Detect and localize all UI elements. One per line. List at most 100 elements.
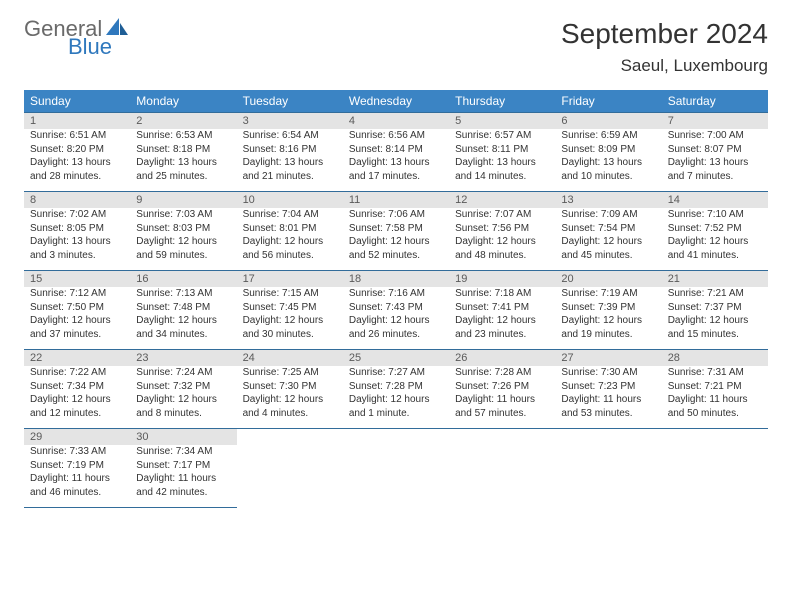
daylight-1: Daylight: 12 hours <box>30 314 124 328</box>
daynum: 6 <box>555 113 661 130</box>
daynum: 13 <box>555 192 661 209</box>
sunset: Sunset: 7:39 PM <box>561 301 655 315</box>
dayhead-tue: Tuesday <box>237 90 343 113</box>
daynum: 30 <box>130 429 236 446</box>
sunrise: Sunrise: 7:27 AM <box>349 366 443 380</box>
dayhead-mon: Monday <box>130 90 236 113</box>
day-cell: Sunrise: 7:24 AMSunset: 7:32 PMDaylight:… <box>130 366 236 429</box>
daylight-1: Daylight: 12 hours <box>136 393 230 407</box>
daynum-empty <box>555 429 661 446</box>
daynum: 11 <box>343 192 449 209</box>
daynum: 27 <box>555 350 661 367</box>
sunset: Sunset: 7:52 PM <box>668 222 762 236</box>
day-cell: Sunrise: 7:31 AMSunset: 7:21 PMDaylight:… <box>662 366 768 429</box>
sunrise: Sunrise: 7:34 AM <box>136 445 230 459</box>
week5-nums: 29 30 <box>24 429 768 446</box>
daynum: 9 <box>130 192 236 209</box>
page-title: September 2024 <box>561 18 768 50</box>
daylight-1: Daylight: 13 hours <box>561 156 655 170</box>
dayhead-fri: Friday <box>555 90 661 113</box>
daylight-1: Daylight: 12 hours <box>561 235 655 249</box>
sunset: Sunset: 7:37 PM <box>668 301 762 315</box>
day-cell: Sunrise: 7:34 AMSunset: 7:17 PMDaylight:… <box>130 445 236 508</box>
daynum: 28 <box>662 350 768 367</box>
day-cell: Sunrise: 6:54 AMSunset: 8:16 PMDaylight:… <box>237 129 343 192</box>
week1-cells: Sunrise: 6:51 AMSunset: 8:20 PMDaylight:… <box>24 129 768 192</box>
day-cell-empty <box>237 445 343 508</box>
day-cell: Sunrise: 6:57 AMSunset: 8:11 PMDaylight:… <box>449 129 555 192</box>
daylight-2: and 41 minutes. <box>668 249 762 263</box>
daylight-2: and 48 minutes. <box>455 249 549 263</box>
sunrise: Sunrise: 7:25 AM <box>243 366 337 380</box>
dayhead-thu: Thursday <box>449 90 555 113</box>
sunrise: Sunrise: 6:59 AM <box>561 129 655 143</box>
day-cell: Sunrise: 6:56 AMSunset: 8:14 PMDaylight:… <box>343 129 449 192</box>
daylight-1: Daylight: 12 hours <box>561 314 655 328</box>
daynum: 5 <box>449 113 555 130</box>
sunrise: Sunrise: 7:15 AM <box>243 287 337 301</box>
day-cell: Sunrise: 7:19 AMSunset: 7:39 PMDaylight:… <box>555 287 661 350</box>
title-block: September 2024 Saeul, Luxembourg <box>561 18 768 76</box>
daylight-1: Daylight: 11 hours <box>30 472 124 486</box>
sunset: Sunset: 7:30 PM <box>243 380 337 394</box>
sunset: Sunset: 7:23 PM <box>561 380 655 394</box>
location: Saeul, Luxembourg <box>561 56 768 76</box>
day-cell: Sunrise: 7:33 AMSunset: 7:19 PMDaylight:… <box>24 445 130 508</box>
sunrise: Sunrise: 6:57 AM <box>455 129 549 143</box>
sunrise: Sunrise: 7:31 AM <box>668 366 762 380</box>
day-cell: Sunrise: 7:15 AMSunset: 7:45 PMDaylight:… <box>237 287 343 350</box>
sunset: Sunset: 7:28 PM <box>349 380 443 394</box>
sunrise: Sunrise: 7:06 AM <box>349 208 443 222</box>
daylight-2: and 34 minutes. <box>136 328 230 342</box>
dayhead-sun: Sunday <box>24 90 130 113</box>
sunrise: Sunrise: 7:24 AM <box>136 366 230 380</box>
daylight-1: Daylight: 12 hours <box>136 235 230 249</box>
daylight-1: Daylight: 11 hours <box>668 393 762 407</box>
day-cell-empty <box>449 445 555 508</box>
daynum: 14 <box>662 192 768 209</box>
daynum: 15 <box>24 271 130 288</box>
daylight-2: and 21 minutes. <box>243 170 337 184</box>
daylight-2: and 45 minutes. <box>561 249 655 263</box>
sunset: Sunset: 8:20 PM <box>30 143 124 157</box>
daylight-1: Daylight: 12 hours <box>349 235 443 249</box>
daylight-2: and 25 minutes. <box>136 170 230 184</box>
daylight-2: and 3 minutes. <box>30 249 124 263</box>
daynum: 10 <box>237 192 343 209</box>
day-cell: Sunrise: 7:18 AMSunset: 7:41 PMDaylight:… <box>449 287 555 350</box>
day-cell: Sunrise: 7:12 AMSunset: 7:50 PMDaylight:… <box>24 287 130 350</box>
daylight-1: Daylight: 12 hours <box>349 314 443 328</box>
sunset: Sunset: 8:05 PM <box>30 222 124 236</box>
day-header-row: Sunday Monday Tuesday Wednesday Thursday… <box>24 90 768 113</box>
day-cell: Sunrise: 7:00 AMSunset: 8:07 PMDaylight:… <box>662 129 768 192</box>
header: General Blue September 2024 Saeul, Luxem… <box>24 18 768 76</box>
daylight-2: and 7 minutes. <box>668 170 762 184</box>
day-cell: Sunrise: 6:51 AMSunset: 8:20 PMDaylight:… <box>24 129 130 192</box>
daylight-2: and 19 minutes. <box>561 328 655 342</box>
daylight-1: Daylight: 12 hours <box>243 314 337 328</box>
day-cell: Sunrise: 7:16 AMSunset: 7:43 PMDaylight:… <box>343 287 449 350</box>
daylight-1: Daylight: 13 hours <box>668 156 762 170</box>
daylight-1: Daylight: 12 hours <box>668 235 762 249</box>
daynum: 7 <box>662 113 768 130</box>
sunset: Sunset: 7:43 PM <box>349 301 443 315</box>
daylight-2: and 37 minutes. <box>30 328 124 342</box>
daynum: 8 <box>24 192 130 209</box>
daylight-2: and 30 minutes. <box>243 328 337 342</box>
sunset: Sunset: 7:56 PM <box>455 222 549 236</box>
daynum: 25 <box>343 350 449 367</box>
day-cell: Sunrise: 6:59 AMSunset: 8:09 PMDaylight:… <box>555 129 661 192</box>
sunset: Sunset: 8:11 PM <box>455 143 549 157</box>
daynum: 16 <box>130 271 236 288</box>
sunrise: Sunrise: 7:07 AM <box>455 208 549 222</box>
daylight-1: Daylight: 12 hours <box>243 393 337 407</box>
daylight-1: Daylight: 12 hours <box>349 393 443 407</box>
daynum: 17 <box>237 271 343 288</box>
sunrise: Sunrise: 7:16 AM <box>349 287 443 301</box>
daynum: 20 <box>555 271 661 288</box>
daynum-empty <box>449 429 555 446</box>
sunset: Sunset: 8:09 PM <box>561 143 655 157</box>
daylight-2: and 28 minutes. <box>30 170 124 184</box>
daynum: 4 <box>343 113 449 130</box>
day-cell: Sunrise: 6:53 AMSunset: 8:18 PMDaylight:… <box>130 129 236 192</box>
